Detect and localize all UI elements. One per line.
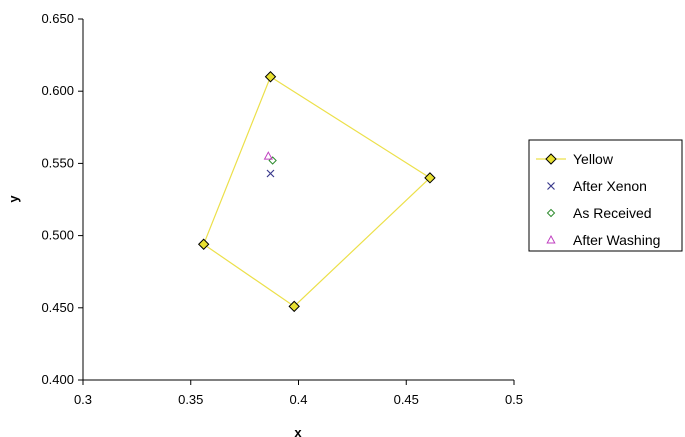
axes — [82, 19, 514, 381]
legend-item-after-washing: After Washing — [546, 232, 660, 248]
legend-marker-after-xenon — [547, 182, 555, 190]
data-point-yellow — [264, 71, 277, 83]
y-tick-label: 0.500 — [41, 228, 74, 243]
data-point-as-received — [268, 156, 277, 165]
legend-marker-after-washing — [546, 234, 556, 244]
x-tick-label: 0.45 — [394, 392, 419, 407]
x-axis-title: x — [294, 425, 302, 437]
data-point-yellow — [197, 238, 210, 250]
legend-item-as-received: As Received — [546, 205, 652, 221]
x-tick-label: 0.5 — [505, 392, 523, 407]
legend-label-after-washing: After Washing — [573, 232, 660, 248]
y-tick-label: 0.400 — [41, 372, 74, 387]
legend-label-after-xenon: After Xenon — [573, 178, 647, 194]
legend-item-yellow: Yellow — [536, 151, 614, 167]
data-point-yellow — [424, 172, 436, 184]
series-yellow — [197, 71, 436, 313]
series-after-washing — [263, 151, 273, 160]
y-tick-label: 0.650 — [41, 11, 74, 26]
y-tick-label: 0.550 — [41, 155, 74, 170]
plot-area — [197, 71, 436, 313]
legend-label-as-received: As Received — [573, 205, 652, 221]
legend-marker-yellow — [545, 153, 557, 165]
y-axis-title: y — [6, 195, 21, 203]
series-after-xenon — [266, 169, 275, 178]
legend-marker-as-received — [546, 208, 556, 218]
x-tick-label: 0.3 — [74, 392, 92, 407]
x-tick-label: 0.35 — [178, 392, 203, 407]
legend-label-yellow: Yellow — [573, 151, 614, 167]
legend: Yellow After Xenon As Received After Washin… — [528, 139, 683, 252]
ticks: 0.400 0.450 0.500 0.550 0.600 0.650 0.3 0.35 0.4… — [41, 11, 523, 407]
data-point-yellow — [288, 300, 300, 313]
series-line-yellow — [202, 75, 431, 308]
legend-item-after-xenon: After Xenon — [547, 178, 647, 194]
y-tick-label: 0.600 — [41, 83, 74, 98]
series-as-received — [268, 156, 277, 165]
y-tick-label: 0.450 — [41, 300, 74, 315]
data-point-after-xenon — [266, 169, 275, 178]
data-point-after-washing — [263, 151, 273, 160]
x-tick-label: 0.4 — [289, 392, 307, 407]
